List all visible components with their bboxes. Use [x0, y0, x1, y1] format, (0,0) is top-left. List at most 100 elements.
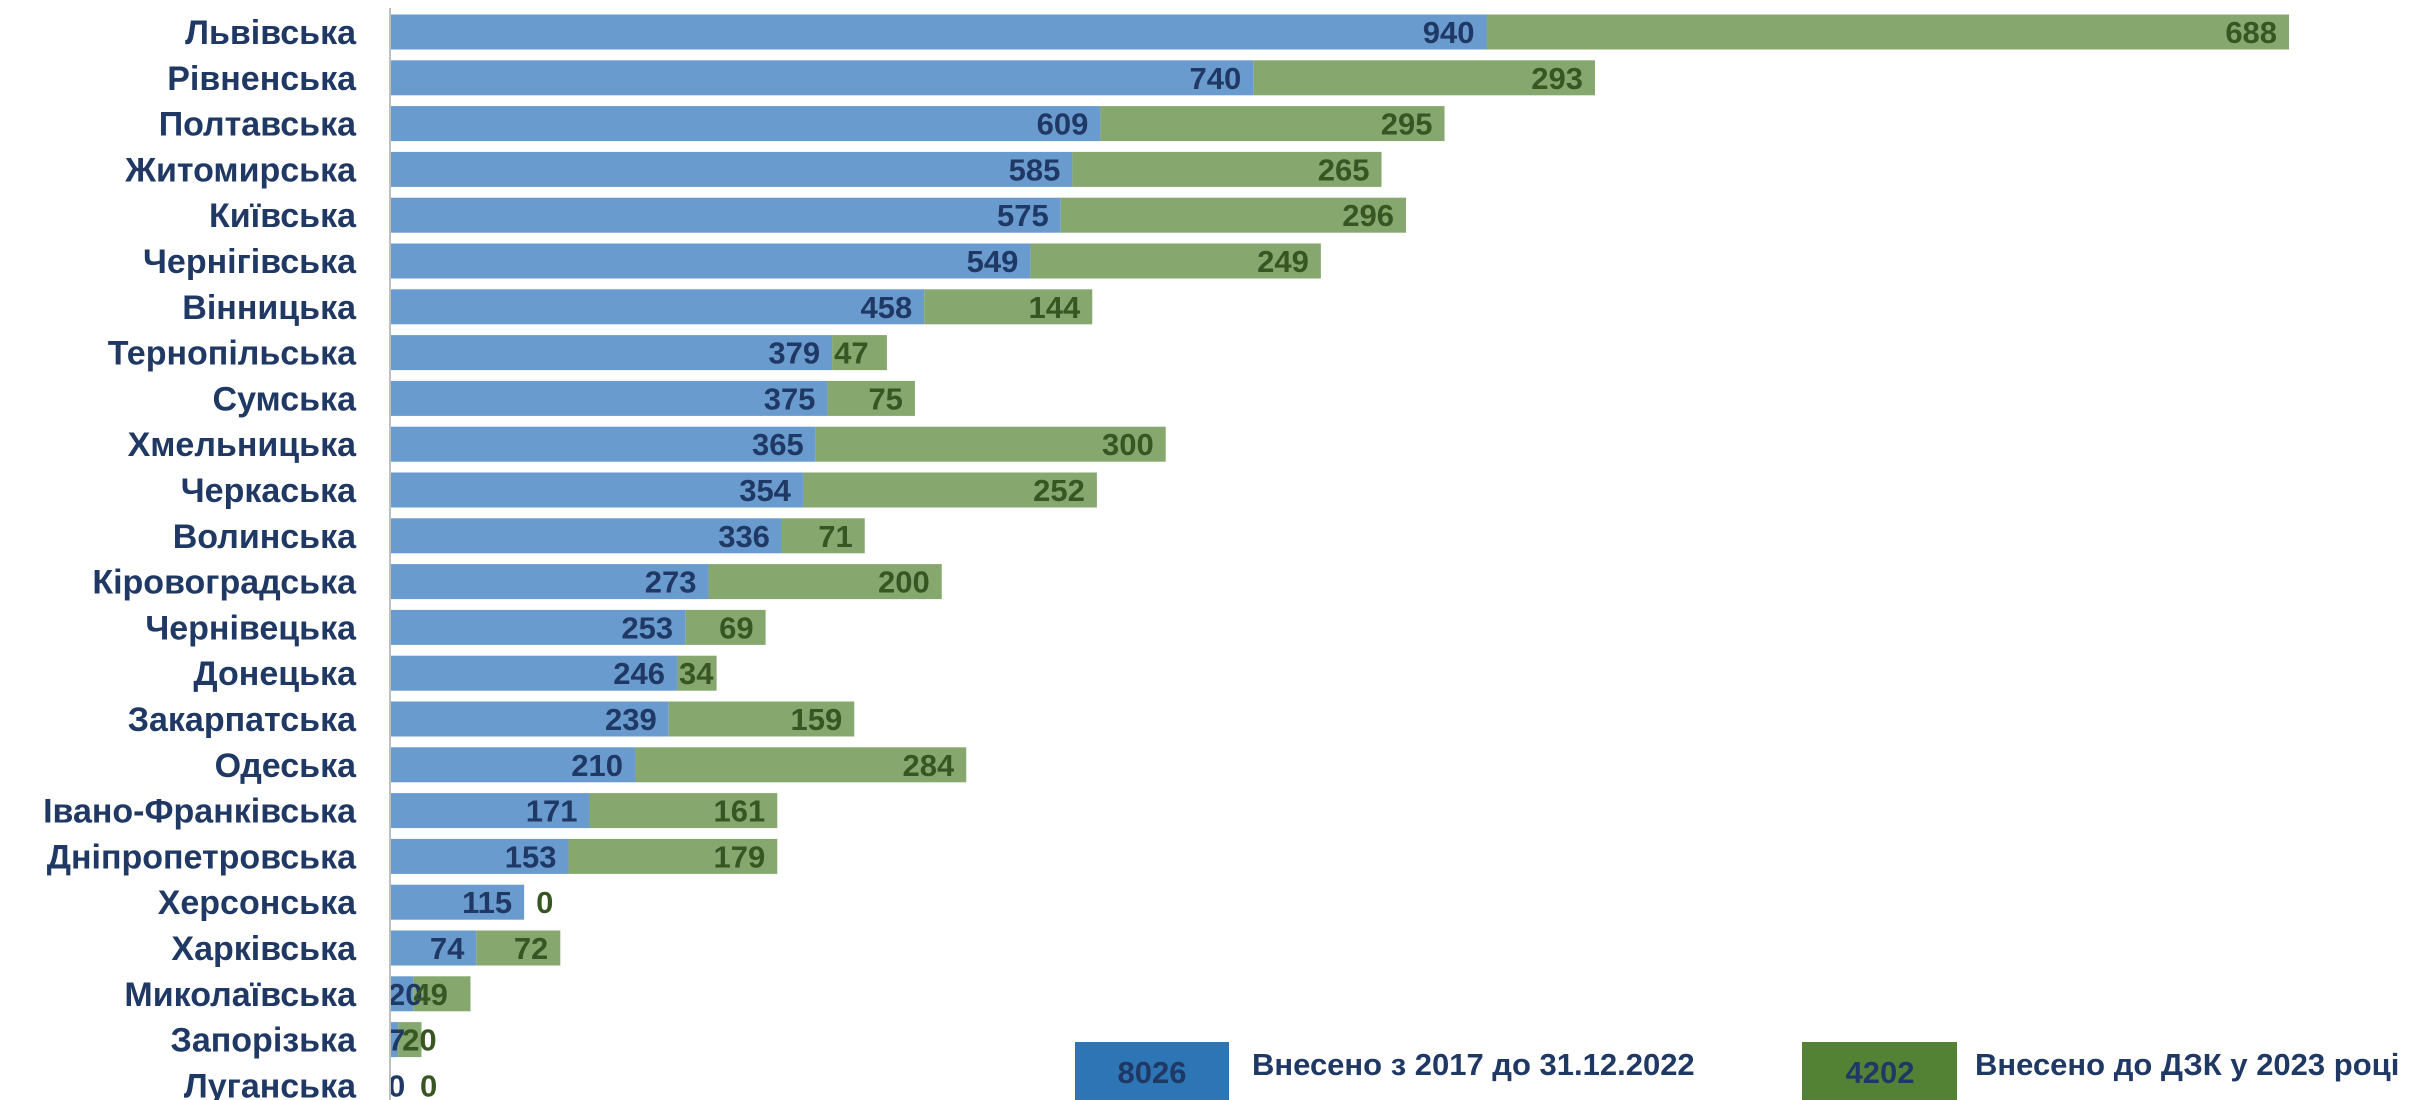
bar-series-1 [390, 838, 569, 874]
data-label-series-2: 20 [402, 1023, 436, 1058]
category-label: Донецька [193, 655, 357, 693]
data-label-series-2: 179 [714, 839, 766, 874]
bar-series-1 [390, 930, 477, 966]
bar-series-2 [781, 518, 865, 554]
data-label-series-1: 609 [1037, 107, 1089, 142]
data-label-series-1: 940 [1423, 15, 1475, 50]
legend-total-green: 4202 [1846, 1055, 1915, 1090]
category-label: Дніпропетровська [47, 838, 357, 876]
data-label-series-1: 458 [861, 290, 913, 325]
data-label-series-2: 69 [719, 610, 753, 645]
bar-series-2 [1253, 60, 1595, 96]
bar-series-1 [390, 14, 1487, 50]
bar-series-1 [390, 243, 1031, 279]
bar-series-1 [390, 335, 833, 371]
bar-series-2 [589, 793, 778, 829]
data-label-series-2: 71 [818, 519, 852, 554]
bar-series-2 [668, 701, 855, 737]
data-label-series-2: 0 [420, 1068, 437, 1100]
bar-series-2 [1072, 151, 1382, 187]
data-label-series-2: 0 [536, 885, 553, 920]
legend-swatch-green [1802, 1042, 1957, 1100]
data-label-series-1: 379 [768, 336, 820, 371]
category-label: Одеська [215, 747, 357, 785]
legend-swatch-blue [1075, 1042, 1229, 1100]
category-label: Закарпатська [128, 701, 357, 739]
bar-series-2 [398, 1022, 422, 1058]
category-label: Чернігівська [143, 243, 357, 281]
bar-series-1 [390, 289, 925, 325]
bar-series-2 [708, 564, 942, 600]
bar-series-1 [390, 655, 677, 691]
legend-item-green: 4202 Внесено до ДЗК у 2023 році [1802, 1042, 2399, 1100]
bar-series-2 [832, 335, 887, 371]
legend-item-blue: 8026 Внесено з 2017 до 31.12.2022 [1075, 1042, 1695, 1100]
bar-series-1 [390, 1022, 399, 1058]
category-label: Київська [209, 197, 357, 235]
category-label: Чернівецька [145, 609, 357, 647]
data-label-series-1: 549 [967, 244, 1019, 279]
bars-layer [390, 14, 2290, 1058]
bar-series-2 [676, 655, 717, 691]
data-label-series-1: 246 [613, 656, 665, 691]
category-label: Сумська [213, 380, 358, 418]
category-label: Кіровоградська [92, 564, 357, 602]
data-label-series-2: 284 [903, 748, 955, 783]
data-label-series-1: 375 [764, 381, 816, 416]
data-label-series-2: 249 [1257, 244, 1309, 279]
bar-series-1 [390, 564, 709, 600]
category-label: Харківська [171, 930, 357, 968]
category-label: Тернопільська [108, 335, 357, 373]
bar-series-1 [390, 747, 635, 783]
category-label: Житомирська [124, 151, 357, 189]
category-label: Вінницька [182, 289, 357, 327]
bar-series-2 [413, 976, 471, 1012]
bar-series-2 [568, 838, 778, 874]
data-label-series-1: 575 [997, 198, 1049, 233]
category-label: Полтавська [159, 106, 357, 144]
category-label: Луганська [184, 1067, 357, 1100]
bar-series-1 [390, 60, 1254, 96]
data-label-series-2: 49 [413, 977, 447, 1012]
bar-series-1 [390, 151, 1073, 187]
category-label: Хмельницька [128, 426, 357, 464]
data-label-series-2: 265 [1318, 152, 1370, 187]
category-label: Львівська [185, 14, 357, 52]
data-label-series-1: 171 [526, 794, 578, 829]
bar-series-1 [390, 701, 669, 737]
bar-series-2 [476, 930, 561, 966]
bar-series-2 [685, 609, 766, 645]
category-label: Рівненська [167, 60, 357, 98]
bar-series-1 [390, 106, 1101, 142]
data-label-series-2: 295 [1381, 107, 1433, 142]
bar-series-2 [1100, 106, 1445, 142]
data-label-series-2: 300 [1102, 427, 1154, 462]
data-label-series-2: 34 [679, 656, 714, 691]
data-label-series-1: 115 [462, 885, 512, 920]
data-label-series-1: 239 [605, 702, 657, 737]
data-label-series-1: 740 [1189, 61, 1241, 96]
data-label-series-2: 296 [1342, 198, 1394, 233]
bar-series-2 [827, 380, 915, 416]
bar-series-2 [815, 426, 1166, 462]
bar-series-1 [390, 793, 590, 829]
data-label-series-2: 75 [868, 381, 902, 416]
legend-label-blue: Внесено з 2017 до 31.12.2022 [1252, 1047, 1695, 1082]
bar-series-2 [634, 747, 967, 783]
bar-series-2 [1030, 243, 1321, 279]
category-label: Волинська [173, 518, 357, 556]
bar-series-1 [390, 884, 525, 920]
data-label-series-1: 20 [388, 977, 422, 1012]
bar-series-1 [390, 976, 414, 1012]
data-label-series-1: 74 [430, 931, 465, 966]
category-label: Черкаська [181, 472, 357, 510]
data-label-series-2: 293 [1531, 61, 1583, 96]
data-label-series-2: 688 [2225, 15, 2277, 50]
bar-series-1 [390, 472, 803, 508]
data-label-series-1: 253 [621, 610, 673, 645]
data-label-series-2: 159 [791, 702, 843, 737]
legend-total-blue: 8026 [1118, 1055, 1187, 1090]
data-label-series-2: 72 [514, 931, 548, 966]
